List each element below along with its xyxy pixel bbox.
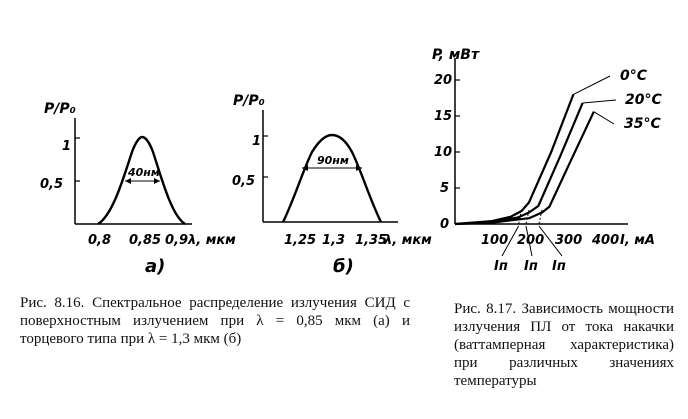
panel-c: P, мВт 20 15 10 5 0 100 200 300 400 I, м… <box>432 47 662 274</box>
panel-c-ytick-5: 5 <box>440 181 449 196</box>
panel-c-threshold-pointer-1 <box>525 225 533 257</box>
panel-b: P/P₀ 1 0,5 90нм 1,25 1,3 1,35 λ, мкм б) <box>232 93 432 277</box>
panel-b-xunit: λ, мкм <box>383 233 432 248</box>
panel-c-threshold-label-1: Iп <box>494 259 508 274</box>
figure-area: P/P₀ 1 0,5 40нм 0,8 0,85 0,9 λ, мкм а) P… <box>40 47 662 277</box>
panel-c-ytick-10: 10 <box>434 145 452 160</box>
panel-c-curve-label-35c: 35°C <box>624 116 661 132</box>
panel-b-ytick-1: 1 <box>252 134 261 149</box>
panel-a-fwhm-arrow-right <box>154 178 160 184</box>
panel-b-xtick-1.35: 1,35 <box>355 233 387 248</box>
panel-c-curve-series-0 <box>454 94 575 226</box>
panel-b-ytick-0.5: 0,5 <box>232 174 255 189</box>
panel-c-threshold-pointer-0 <box>501 225 520 257</box>
panel-c-ylabel: P, мВт <box>432 47 480 63</box>
panel-c-xtick-200: 200 <box>517 233 544 248</box>
panel-c-ytick-0: 0 <box>440 217 449 232</box>
panel-c-threshold-label-2: Iп <box>524 259 538 274</box>
panel-b-curve <box>281 133 383 223</box>
panel-c-curve-label-0c: 0°C <box>620 68 648 84</box>
caption-figure-8-17: Рис. 8.17. Зависимость мощности излучени… <box>454 301 674 389</box>
panel-c-label-leader-1 <box>582 99 617 104</box>
panel-b-ylabel: P/P₀ <box>233 93 265 109</box>
panel-b-label: б) <box>333 256 354 277</box>
panel-c-xtick-100: 100 <box>481 233 508 248</box>
panel-c-marks <box>454 75 617 257</box>
panel-a-xunit: λ, мкм <box>187 233 236 248</box>
panel-a-fwhm-arrow-left <box>125 178 131 184</box>
panel-b-xtick-1.3: 1,3 <box>322 233 345 248</box>
panel-c-xtick-300: 300 <box>555 233 582 248</box>
panel-c-threshold-label-3: Iп <box>552 259 566 274</box>
panel-c-curve-label-20c: 20°C <box>625 92 662 108</box>
panel-c-ytick-20: 20 <box>434 73 452 88</box>
panel-a-ytick-1: 1 <box>62 139 71 154</box>
panel-b-fwhm-label: 90нм <box>317 154 349 167</box>
panel-b-fwhm-arrow-right <box>356 165 362 171</box>
panel-a-fwhm-label: 40нм <box>127 166 160 179</box>
panel-b-xtick-1.25: 1,25 <box>284 233 316 248</box>
panel-c-threshold-pointer-2 <box>538 225 563 257</box>
panel-c-curve-series-2 <box>454 111 595 226</box>
panel-a-xtick-0.85: 0,85 <box>129 233 161 248</box>
panel-a: P/P₀ 1 0,5 40нм 0,8 0,85 0,9 λ, мкм а) <box>40 101 236 277</box>
panel-a-xtick-0.9: 0,9 <box>165 233 188 248</box>
panel-c-xtick-400: 400 <box>591 233 619 248</box>
panel-c-label-leader-2 <box>593 111 615 125</box>
caption-figure-8-16: Рис. 8.16. Спектральное распределение из… <box>20 295 410 347</box>
panel-c-ytick-15: 15 <box>434 109 452 124</box>
panel-a-xtick-0.8: 0,8 <box>88 233 111 248</box>
panel-a-label: а) <box>145 256 165 277</box>
panel-b-fwhm-arrow-left <box>302 165 308 171</box>
panel-a-ylabel: P/P₀ <box>44 101 76 117</box>
panel-a-ytick-0.5: 0,5 <box>40 177 63 192</box>
panel-a-curve <box>97 135 186 226</box>
panel-c-label-leader-0 <box>573 75 611 95</box>
panel-c-xunit: I, мА <box>620 233 655 248</box>
